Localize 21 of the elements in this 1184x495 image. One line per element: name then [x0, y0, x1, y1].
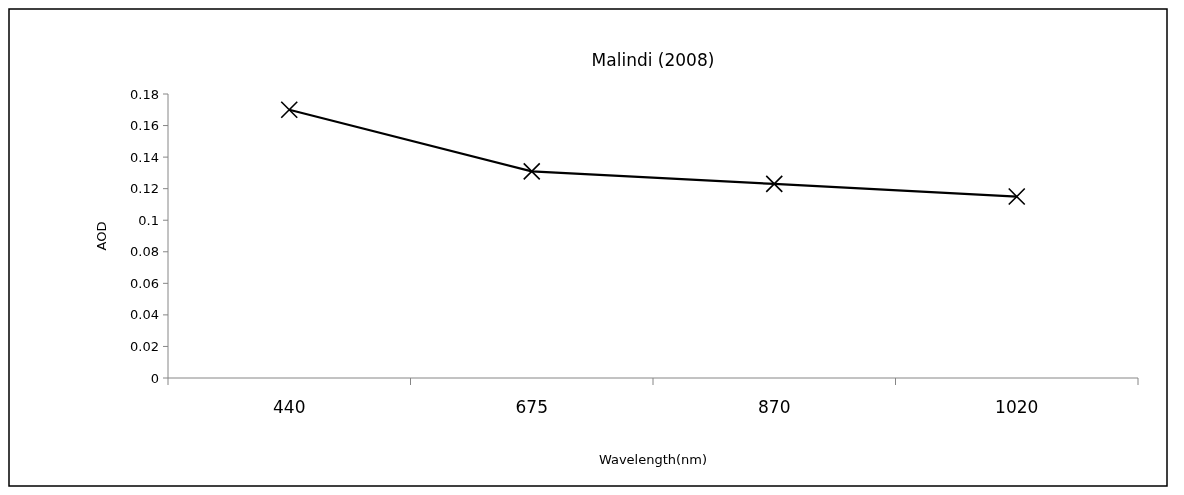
- x-tick-label: 440: [273, 397, 306, 417]
- chart-title: Malindi (2008): [591, 50, 715, 70]
- y-tick-label: 0: [150, 370, 159, 386]
- y-tick-label: 0.08: [130, 244, 159, 260]
- x-tick-label: 1020: [995, 397, 1039, 417]
- y-tick-label: 0.12: [130, 181, 159, 197]
- y-tick-label: 0.16: [130, 118, 159, 134]
- y-tick-label: 0.04: [130, 307, 159, 323]
- point: [280, 100, 299, 119]
- y-tick-label: 0.1: [138, 212, 159, 228]
- y-tick-label: 0.14: [130, 149, 159, 165]
- x-tick-label: 870: [758, 397, 791, 417]
- x-tick-label: 675: [515, 397, 548, 417]
- point: [1007, 187, 1026, 206]
- y-axis-title: AOD: [94, 221, 109, 251]
- point: [765, 175, 784, 193]
- x-axis-title: Wavelength(nm): [598, 452, 708, 467]
- point: [522, 162, 541, 181]
- y-tick-label: 0.18: [130, 86, 159, 102]
- y-tick-label: 0.02: [130, 338, 159, 354]
- y-tick-label: 0.06: [130, 275, 159, 291]
